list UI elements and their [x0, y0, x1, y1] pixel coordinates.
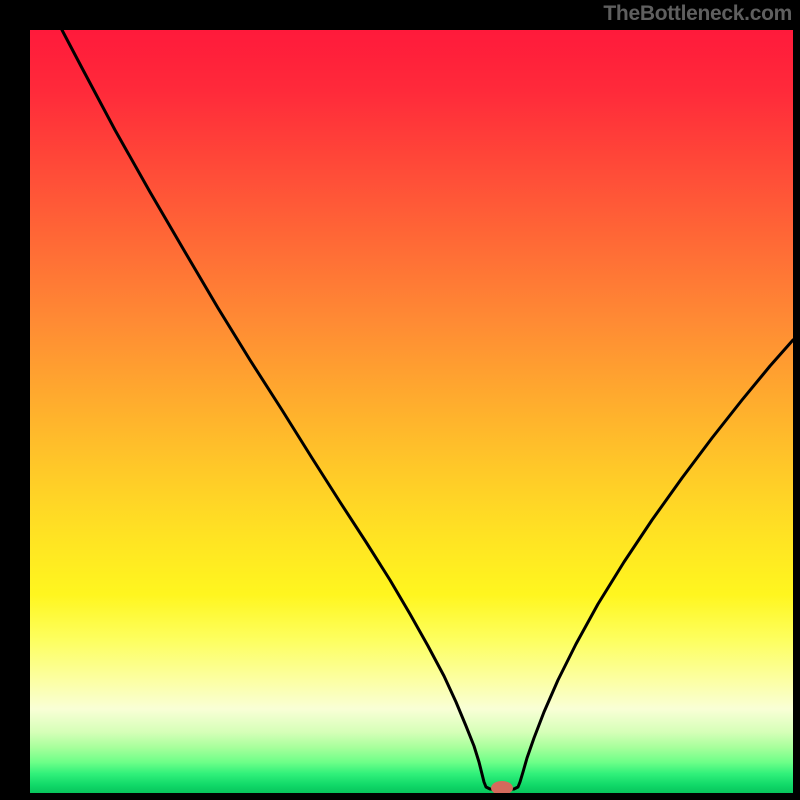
optimum-notch: [491, 781, 513, 795]
chart-svg: [0, 0, 800, 800]
watermark-text: TheBottleneck.com: [603, 2, 792, 26]
chart-canvas: { "watermark": "TheBottleneck.com", "cha…: [0, 0, 800, 800]
gradient-background: [30, 30, 793, 793]
